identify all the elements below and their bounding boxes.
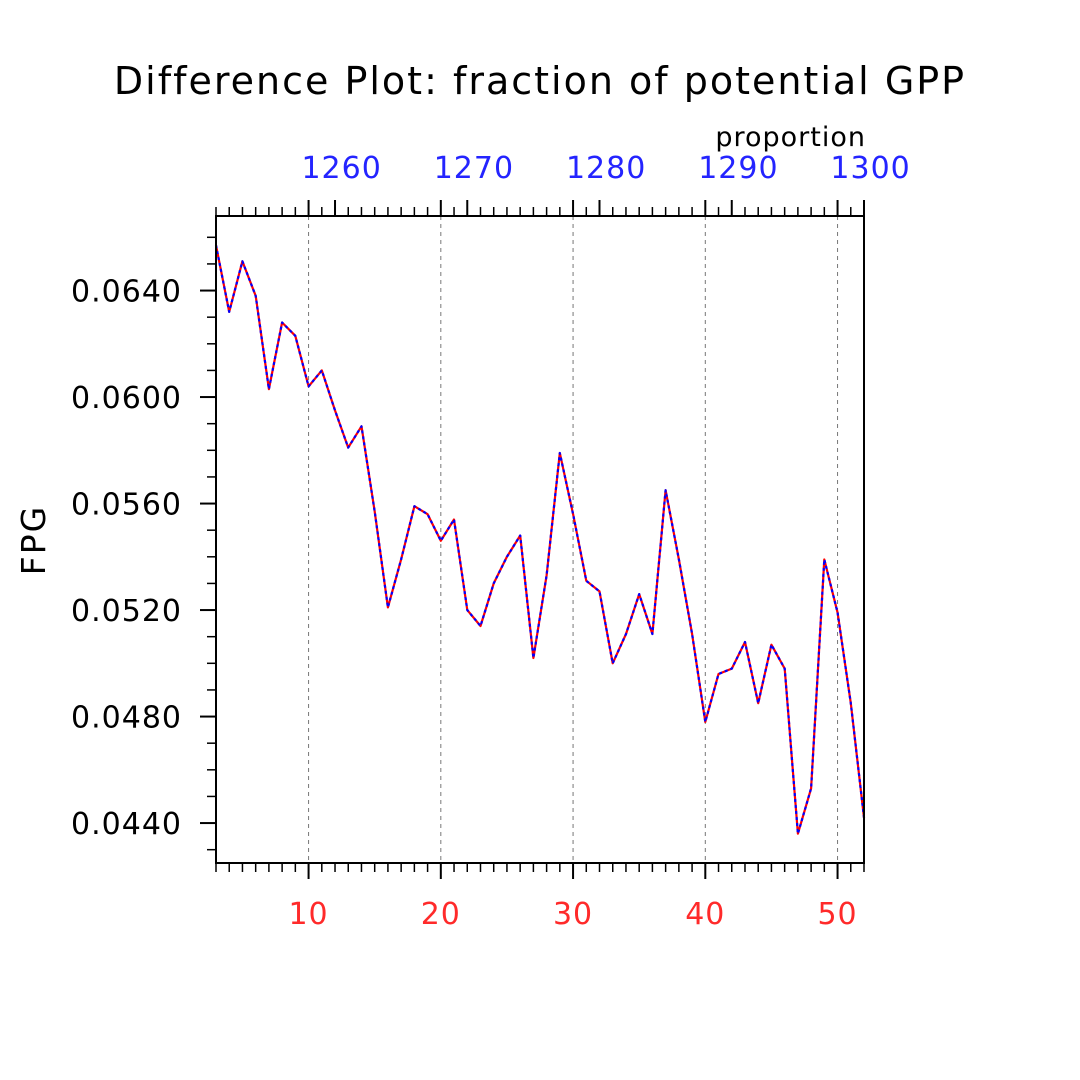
grid-lines [308,216,839,863]
y-tick-label: 0.0640 [71,275,182,310]
x-tick-label-bottom: 40 [685,897,725,932]
chart-units: proportion [715,122,866,153]
y-tick-label: 0.0600 [71,381,182,416]
chart-title: Difference Plot: fraction of potential G… [114,59,966,103]
y-axis-label: FPG [14,505,53,575]
x-tick-label-top: 1300 [830,151,910,186]
x-tick-label-top: 1260 [301,151,381,186]
x-tick-label-top: 1270 [434,151,514,186]
series-line-red [214,245,866,835]
x-tick-label-bottom: 20 [421,897,461,932]
y-tick-label: 0.0520 [71,594,182,629]
series-lines [214,245,866,835]
plot-frame [215,215,865,864]
x-tick-label-bottom: 50 [817,897,857,932]
x-tick-label-bottom: 30 [553,897,593,932]
series-line-blue [214,245,866,835]
y-tick-label: 0.0560 [71,488,182,523]
y-tick-label: 0.0480 [71,701,182,736]
y-tick-label: 0.0440 [71,807,182,842]
x-tick-label-top: 1280 [566,151,646,186]
axes: 10 20 30 40 50 1260 1270 1280 1290 1300 0.0440 0.04… [71,151,910,932]
x-tick-label-bottom: 10 [288,897,328,932]
x-tick-label-top: 1290 [698,151,778,186]
